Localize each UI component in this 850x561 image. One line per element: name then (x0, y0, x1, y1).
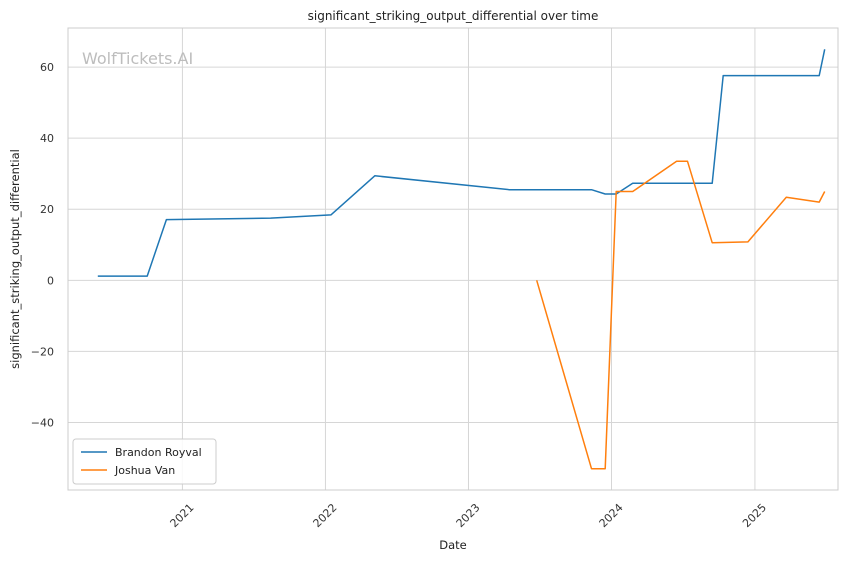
y-axis-label: significant_striking_output_differential (8, 149, 22, 369)
legend-label: Joshua Van (114, 464, 175, 477)
chart-title: significant_striking_output_differential… (308, 9, 599, 23)
legend-label: Brandon Royval (115, 446, 202, 459)
x-tick-label: 2022 (311, 501, 340, 530)
y-tick-label: 0 (47, 274, 54, 287)
y-tick-label: −20 (31, 345, 54, 358)
x-tick-label: 2023 (454, 501, 483, 530)
watermark: WolfTickets.AI (82, 49, 193, 68)
series-line-1 (535, 160, 826, 470)
x-tick-label: 2021 (168, 501, 197, 530)
x-tick-label: 2025 (740, 501, 769, 530)
x-tick-label: 2024 (597, 501, 626, 530)
legend: Brandon Royval Joshua Van (72, 438, 217, 485)
series-line-0 (97, 49, 826, 277)
y-tick-label: −40 (31, 416, 54, 429)
plot-frame (67, 27, 839, 491)
y-tick-label: 20 (40, 203, 54, 216)
y-tick-label: 40 (40, 132, 54, 145)
grid-lines (68, 28, 838, 490)
x-axis-label: Date (439, 538, 467, 552)
y-tick-labels: −40 −20 0 20 40 60 (31, 61, 54, 429)
legend-box (72, 438, 217, 485)
series-lines (97, 49, 826, 470)
y-tick-label: 60 (40, 61, 54, 74)
x-tick-labels: 2021 2022 2023 2024 2025 (168, 501, 769, 530)
